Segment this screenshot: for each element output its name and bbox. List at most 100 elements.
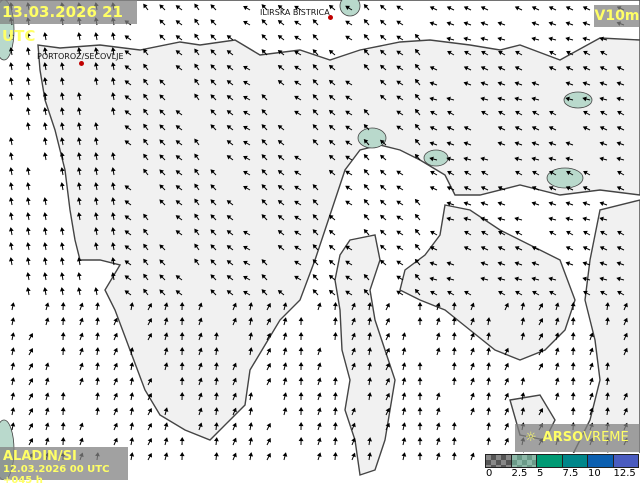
- wind-arrow-head: [11, 318, 14, 321]
- wind-arrow-head: [130, 423, 133, 426]
- wind-arrow-head: [397, 246, 400, 249]
- wind-arrow-head: [96, 303, 99, 306]
- wind-arrow-head: [44, 258, 47, 261]
- wind-arrow-head: [46, 408, 49, 411]
- wind-arrow-head: [11, 423, 14, 426]
- wind-arrow-head: [27, 183, 30, 186]
- wind-arrow-head: [572, 348, 575, 351]
- wind-arrow-head: [61, 273, 64, 276]
- wind-arrow-head: [268, 454, 271, 457]
- legend-swatch: [587, 454, 614, 468]
- wind-arrow-head: [244, 6, 247, 9]
- wind-arrow-head: [44, 33, 47, 36]
- wind-arrow-head: [284, 453, 287, 456]
- wind-arrow-head: [130, 363, 133, 366]
- legend-tick: 10: [588, 468, 601, 479]
- wind-arrow-head: [80, 348, 83, 351]
- wind-arrow-head: [505, 409, 508, 412]
- wind-arrow-head: [402, 423, 405, 426]
- wind-arrow-head: [549, 37, 552, 40]
- wind-arrow-head: [10, 228, 13, 231]
- wind-arrow-head: [27, 228, 30, 231]
- lake: [358, 128, 386, 148]
- wind-arrow-head: [448, 7, 451, 10]
- wind-arrow-head: [418, 303, 421, 306]
- wind-arrow-head: [61, 258, 64, 261]
- wind-arrow-head: [244, 21, 247, 24]
- wind-arrow-head: [27, 78, 30, 81]
- wind-arrow-head: [515, 217, 518, 220]
- wind-arrow-head: [352, 439, 355, 442]
- wind-arrow-head: [114, 409, 117, 412]
- wind-arrow-head: [295, 36, 298, 39]
- city-label: PORTOROŽ/SEČOVLJE: [37, 52, 124, 61]
- wind-arrow-head: [532, 37, 535, 40]
- wind-arrow-head: [447, 202, 450, 205]
- wind-arrow-head: [590, 393, 593, 396]
- wind-arrow-head: [505, 394, 508, 397]
- wind-arrow-head: [165, 453, 168, 456]
- wind-arrow-head: [233, 454, 236, 457]
- wind-arrow-head: [318, 348, 321, 351]
- wind-arrow-head: [249, 393, 252, 396]
- wind-arrow-head: [11, 408, 14, 411]
- wind-arrow-head: [11, 303, 14, 306]
- wind-arrow-head: [334, 318, 337, 321]
- wind-arrow-head: [505, 439, 508, 442]
- wind-arrow-head: [78, 273, 81, 276]
- wind-arrow-head: [233, 439, 236, 442]
- wind-arrow-head: [487, 438, 490, 441]
- wind-arrow-head: [284, 318, 287, 321]
- wind-arrow-head: [532, 202, 535, 205]
- wind-arrow-head: [471, 408, 474, 411]
- city-marker: [328, 15, 333, 20]
- wind-arrow-head: [27, 213, 30, 216]
- wind-arrow-head: [80, 363, 83, 366]
- wind-arrow-head: [300, 363, 303, 366]
- legend-swatch: [485, 454, 512, 468]
- wind-arrow-head: [583, 202, 586, 205]
- wind-arrow-head: [590, 363, 593, 366]
- wind-arrow-head: [567, 7, 570, 10]
- wind-arrow-head: [487, 363, 490, 366]
- wind-arrow-head: [114, 439, 117, 442]
- wind-arrow-head: [418, 438, 421, 441]
- wind-arrow-head: [572, 408, 575, 411]
- wind-arrow-head: [80, 438, 83, 441]
- wind-arrow-head: [590, 333, 593, 336]
- wind-arrow-head: [572, 333, 575, 336]
- wind-arrow-head: [27, 168, 30, 171]
- model-name: ALADIN/SI: [0, 447, 128, 464]
- wind-arrow-head: [387, 349, 390, 352]
- wind-arrow-head: [318, 438, 321, 441]
- legend-swatch: [613, 454, 640, 468]
- wind-arrow-head: [96, 378, 99, 381]
- wind-arrow-head: [46, 378, 49, 381]
- wind-arrow-head: [387, 334, 390, 337]
- wind-arrow-head: [334, 378, 337, 381]
- wind-arrow-head: [284, 378, 287, 381]
- wind-arrow-head: [397, 21, 400, 24]
- wind-arrow-head: [453, 438, 456, 441]
- wind-arrow-head: [584, 231, 587, 234]
- wind-arrow-head: [453, 378, 456, 381]
- wind-arrow-head: [30, 394, 33, 397]
- wind-arrow-head: [27, 243, 30, 246]
- wind-arrow-head: [284, 333, 287, 336]
- wind-arrow-head: [46, 363, 49, 366]
- wind-arrow-head: [583, 37, 586, 40]
- wind-arrow-head: [10, 78, 13, 81]
- wind-arrow-head: [437, 318, 440, 321]
- wind-arrow-head: [583, 262, 586, 265]
- wind-arrow-head: [572, 363, 575, 366]
- wind-arrow-head: [27, 198, 30, 201]
- brand-bold: ARSO: [543, 430, 584, 445]
- wind-arrow-head: [249, 423, 252, 426]
- wind-arrow-head: [44, 123, 47, 126]
- wind-arrow-head: [10, 258, 13, 261]
- wind-arrow-head: [249, 453, 252, 456]
- wind-arrow-head: [590, 378, 593, 381]
- wind-arrow-head: [268, 349, 271, 352]
